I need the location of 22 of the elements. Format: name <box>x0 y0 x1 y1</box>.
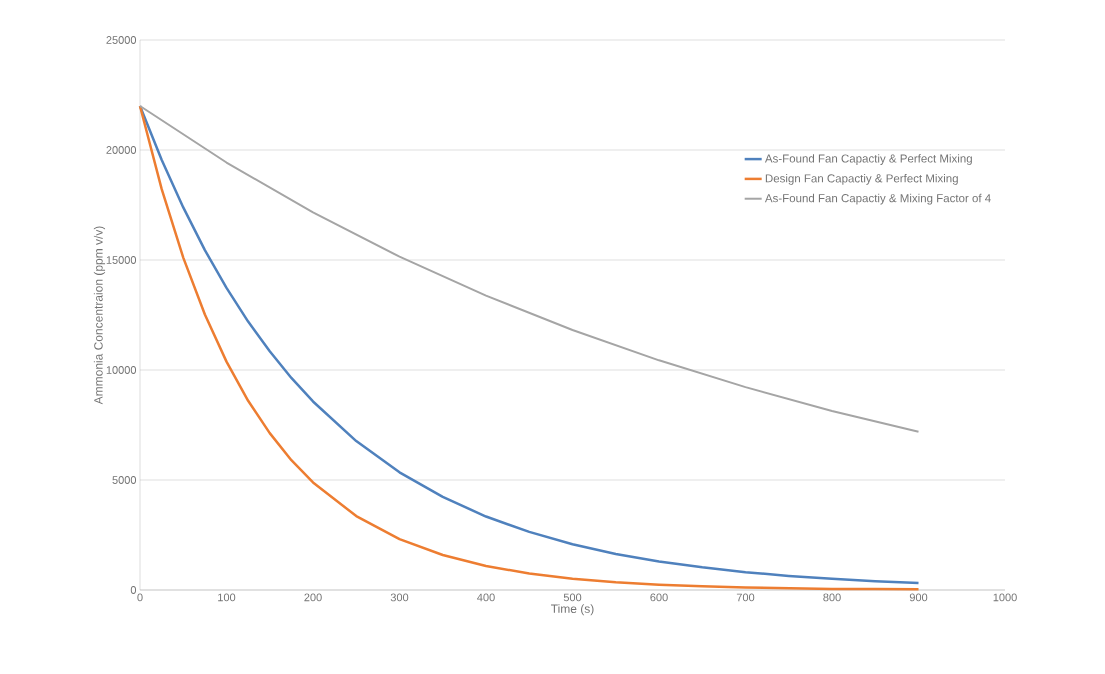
x-tick-label: 600 <box>650 593 668 602</box>
y-tick-label: 20000 <box>106 146 137 154</box>
y-tick-label: 15000 <box>106 256 137 264</box>
legend-label: As-Found Fan Capactiy & Perfect Mixing <box>764 154 972 165</box>
y-tick-label: 10000 <box>106 366 137 374</box>
x-axis-title: Time (s) <box>551 604 594 616</box>
x-tick-label: 0 <box>137 593 143 602</box>
legend-label: Design Fan Capactiy & Perfect Mixing <box>765 174 958 185</box>
x-tick-label: 900 <box>909 593 928 602</box>
legend-label: As-Found Fan Capactiy & Mixing Factor of 4 <box>764 193 991 205</box>
y-tick-label: 0 <box>130 586 137 594</box>
y-tick-label: 5000 <box>112 476 137 484</box>
x-tick-label: 300 <box>390 593 409 602</box>
y-tick-label: 25000 <box>106 36 137 44</box>
x-tick-label: 200 <box>304 593 322 602</box>
x-tick-label: 500 <box>563 593 582 602</box>
x-tick-label: 1000 <box>993 593 1017 602</box>
x-tick-label: 700 <box>736 593 755 602</box>
x-tick-label: 800 <box>823 593 841 602</box>
x-tick-label: 400 <box>477 593 495 602</box>
y-axis-title: Ammonia Concentraion (ppm v/v) <box>93 226 106 405</box>
x-tick-label: 100 <box>218 593 236 602</box>
